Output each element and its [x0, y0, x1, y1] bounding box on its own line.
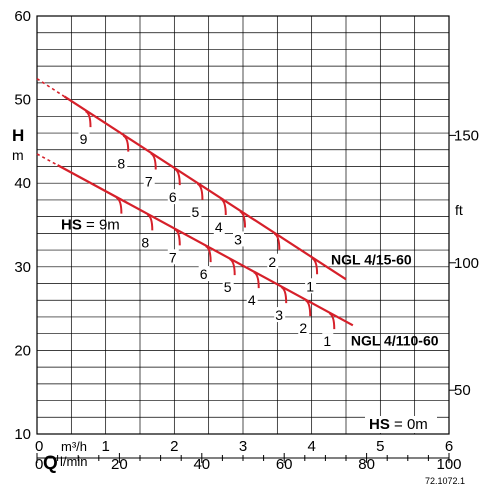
hs-mark	[85, 110, 92, 128]
hs-label: 5	[224, 279, 232, 295]
hs-label-bg	[116, 155, 128, 171]
secondary-tick-label: 20	[111, 456, 128, 473]
x-tick-label: 6	[445, 438, 453, 455]
hs-mark	[196, 182, 204, 200]
hs-mark	[328, 312, 336, 330]
series-dashed-start	[36, 153, 58, 166]
y-axis-symbol: H	[12, 126, 24, 145]
hs-mark	[146, 213, 154, 231]
hs-label-bg	[78, 131, 90, 147]
y-tick-label: 20	[14, 342, 31, 359]
secondary-axis-unit: l/min	[60, 454, 87, 469]
y-tick-label: 40	[14, 175, 31, 192]
y-tick-label: 60	[14, 8, 31, 25]
hs-mark	[229, 258, 236, 276]
x-tick-label: 0	[35, 438, 43, 455]
hs-label-bg	[298, 320, 310, 336]
annotation-label: HS = 0m	[369, 416, 428, 433]
hs-mark	[304, 299, 312, 317]
right-tick-label: 150	[454, 127, 479, 144]
x-tick-label: 3	[239, 438, 247, 455]
hs-label: 8	[141, 234, 149, 250]
hs-label-bg	[167, 189, 179, 205]
series-line	[63, 95, 347, 281]
hs-label: 6	[169, 189, 177, 205]
hs-label: 9	[80, 131, 88, 147]
x-tick-label: 5	[376, 438, 384, 455]
hs-mark	[150, 152, 157, 170]
hs-label: 2	[268, 254, 276, 270]
hs-label-bg	[190, 203, 202, 219]
hs-label-bg	[222, 279, 234, 295]
y-axis-unit: m	[12, 147, 24, 163]
hs-label: 7	[145, 173, 153, 189]
series-name-label: NGL 4/15-60	[331, 251, 412, 267]
secondary-tick-label: 0	[35, 456, 43, 473]
hs-label: 3	[234, 231, 242, 247]
hs-mark	[122, 134, 130, 152]
plot-frame	[36, 15, 450, 435]
hs-label-bg	[267, 253, 279, 269]
hs-mark	[205, 245, 212, 263]
hs-label: 5	[192, 204, 200, 220]
annotation-bg	[365, 416, 437, 433]
secondary-tick-label: 100	[436, 456, 461, 473]
hs-label-bg	[246, 292, 258, 308]
figure-code: 72.1072.1	[425, 476, 465, 486]
series-line	[57, 164, 354, 327]
hs-label-bg	[322, 333, 334, 349]
hs-label: 3	[275, 307, 283, 323]
hs-mark	[220, 198, 227, 215]
hs-label-bg	[140, 234, 152, 250]
hs-label: 2	[299, 320, 307, 336]
hs-label: 4	[248, 292, 256, 308]
hs-label: 1	[306, 278, 314, 294]
hs-label-bg	[233, 231, 244, 247]
right-axis-unit: ft	[455, 202, 463, 218]
series-name-label: NGL 4/110-60	[351, 332, 439, 348]
secondary-tick-label: 80	[358, 456, 375, 473]
right-tick-label: 100	[454, 255, 479, 272]
hs-label: 4	[215, 219, 223, 235]
series	[36, 78, 354, 330]
hs-label: HS = 9m	[61, 217, 120, 234]
x-tick-label: 1	[101, 438, 109, 455]
hs-mark	[174, 228, 181, 246]
hs-label-bg	[305, 278, 317, 294]
series-dashed-start	[36, 78, 65, 98]
hs-mark	[280, 286, 288, 304]
hs-label-bg	[274, 307, 286, 323]
x-axis-symbol: Q	[43, 453, 58, 474]
hs-label: 6	[200, 266, 208, 282]
secondary-tick-label: 60	[276, 456, 293, 473]
right-tick-label: 50	[454, 382, 471, 399]
hs-label: 8	[117, 156, 125, 172]
hs-mark	[253, 271, 260, 289]
y-tick-label: 10	[14, 426, 31, 443]
hs-mark	[273, 232, 281, 250]
secondary-tick-label: 40	[193, 456, 210, 473]
hs-label-bg	[167, 249, 179, 265]
x-tick-label: 2	[170, 438, 178, 455]
hs-mark	[174, 168, 181, 186]
hs-label-bg	[213, 218, 225, 234]
hs-mark	[311, 257, 319, 275]
y-tick-label: 50	[14, 92, 31, 109]
hs-mark	[115, 196, 123, 214]
y-tick-label: 30	[14, 259, 31, 276]
hs-mark	[239, 210, 246, 228]
hs-label-bg	[143, 173, 155, 189]
hs-label: 7	[169, 249, 177, 265]
hs-label: 1	[323, 333, 331, 349]
x-tick-label: 4	[307, 438, 315, 455]
x-axis-unit: m³/h	[61, 439, 87, 454]
hs-label-bg	[198, 266, 210, 282]
